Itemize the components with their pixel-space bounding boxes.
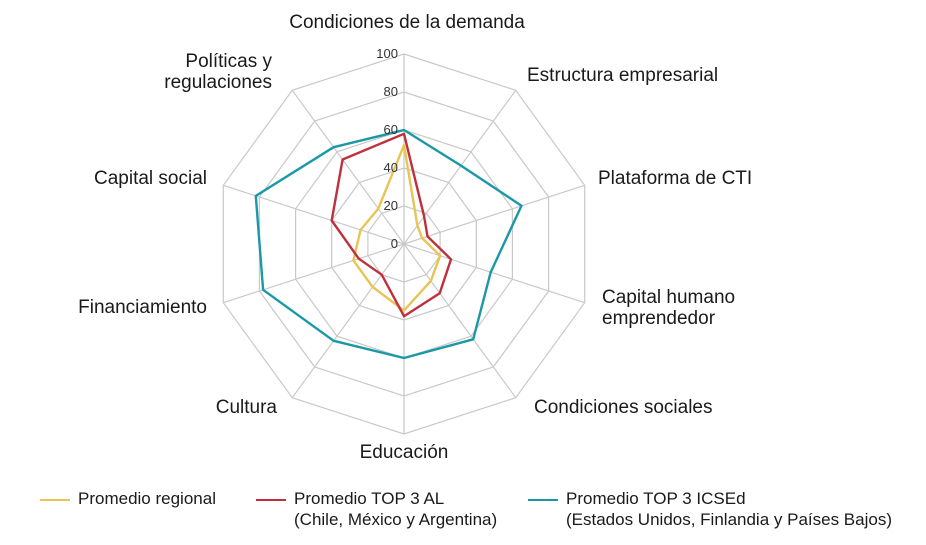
legend-item-top3-al: Promedio TOP 3 AL (Chile, México y Argent…: [256, 488, 497, 530]
category-label-line: emprendedor: [602, 308, 716, 329]
category-label-line: Plataforma de CTI: [598, 168, 752, 189]
category-label-line: Condiciones de la demanda: [289, 12, 525, 33]
spoke-4: [403, 243, 517, 399]
legend: Promedio regional Promedio TOP 3 AL (Chil…: [0, 488, 926, 538]
category-label-line: Educación: [360, 442, 449, 463]
tick-label-80: 80: [384, 84, 398, 99]
category-label-line: Financiamiento: [78, 297, 207, 318]
legend-label-line: Promedio TOP 3 AL: [294, 489, 445, 508]
legend-label: Promedio TOP 3 AL (Chile, México y Argent…: [294, 488, 497, 530]
tick-label-60: 60: [384, 122, 398, 137]
tick-label-0: 0: [391, 236, 398, 251]
category-label-0: Condiciones de la demanda: [289, 12, 525, 33]
category-label-line: regulaciones: [164, 72, 272, 93]
category-label-4: Condiciones sociales: [534, 397, 713, 418]
category-label-line: Capital social: [94, 168, 207, 189]
spoke-6: [291, 243, 405, 399]
legend-item-top3-icsed: Promedio TOP 3 ICSEd (Estados Unidos, Fin…: [528, 488, 892, 530]
category-label-2: Plataforma de CTI: [598, 168, 752, 189]
tick-label-20: 20: [384, 198, 398, 213]
series-line-2: [254, 128, 523, 360]
category-label-1: Estructura empresarial: [527, 65, 718, 86]
legend-label-line: (Estados Unidos, Finlandia y Países Bajo…: [566, 510, 892, 529]
spoke-7: [223, 243, 405, 304]
spoke-2: [403, 184, 585, 245]
legend-label-line: (Chile, México y Argentina): [294, 510, 498, 529]
category-label-line: Capital humano: [602, 287, 735, 308]
category-label-9: Políticas y regulaciones: [164, 51, 272, 93]
legend-swatch: [40, 499, 70, 501]
legend-item-promedio-regional: Promedio regional: [40, 488, 216, 509]
category-label-line: Cultura: [216, 397, 278, 418]
category-label-line: Condiciones sociales: [534, 397, 713, 418]
legend-swatch: [528, 499, 558, 501]
legend-label: Promedio regional: [78, 488, 216, 509]
radar-series: [254, 128, 523, 360]
legend-label-line: Promedio regional: [78, 489, 216, 508]
spoke-9: [291, 89, 405, 245]
category-label-6: Cultura: [216, 397, 278, 418]
category-label-5: Educación: [360, 442, 449, 463]
series-line-0: [352, 143, 442, 312]
radar-chart: 0 20 40 60 80 100 Condiciones de la demanda Es…: [78, 12, 752, 463]
spoke-3: [403, 243, 585, 304]
radial-tick-labels: 0 20 40 60 80 100: [376, 46, 398, 251]
category-label-line: Estructura empresarial: [527, 65, 718, 86]
series-line-1: [330, 132, 453, 318]
legend-label-line: Promedio TOP 3 ICSEd: [566, 489, 746, 508]
category-label-3: Capital humano emprendedor: [602, 287, 735, 329]
tick-label-40: 40: [384, 160, 398, 175]
spoke-1: [403, 89, 517, 245]
legend-swatch: [256, 499, 286, 501]
legend-label: Promedio TOP 3 ICSEd (Estados Unidos, Fin…: [566, 488, 892, 530]
category-label-8: Capital social: [94, 168, 207, 189]
category-label-7: Financiamiento: [78, 297, 207, 318]
category-label-line: Políticas y: [185, 51, 272, 72]
tick-label-100: 100: [376, 46, 398, 61]
category-labels: Condiciones de la demanda Estructura empr…: [78, 12, 752, 463]
spoke-8: [223, 184, 405, 245]
